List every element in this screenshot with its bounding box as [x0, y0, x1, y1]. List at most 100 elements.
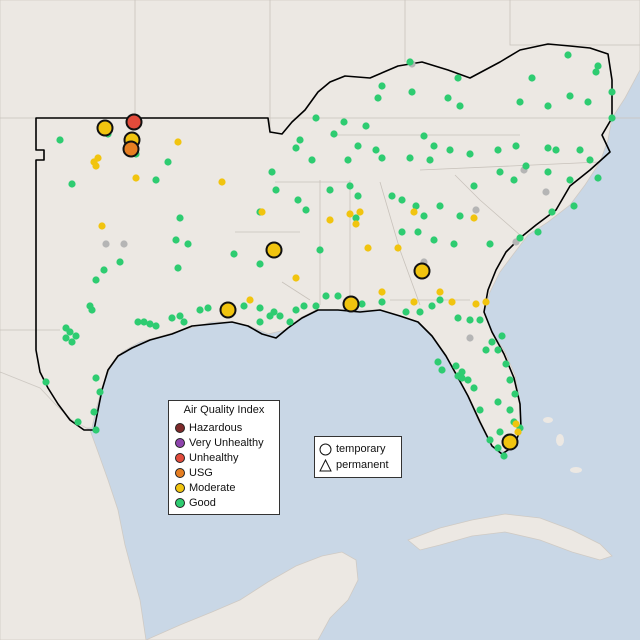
station-moderate — [258, 208, 266, 216]
aqi-legend: Air Quality Index Hazardous Very Unhealt… — [168, 400, 280, 515]
station-good — [464, 376, 472, 384]
aqi-legend-title: Air Quality Index — [183, 404, 265, 416]
station-good — [502, 360, 510, 368]
moderate-swatch — [175, 483, 185, 493]
station-good — [176, 312, 184, 320]
station-good — [450, 240, 458, 248]
temporary-monitor — [342, 295, 360, 313]
station-good — [528, 74, 536, 82]
station-good — [74, 418, 82, 426]
station-good — [272, 186, 280, 194]
station-good — [196, 306, 204, 314]
station-good — [434, 358, 442, 366]
station-good — [594, 62, 602, 70]
station-good — [294, 196, 302, 204]
station-moderate — [472, 300, 480, 308]
station-good — [496, 428, 504, 436]
station-moderate — [378, 288, 386, 296]
station-good — [420, 212, 428, 220]
triangle-icon — [319, 459, 332, 472]
station-good — [230, 250, 238, 258]
station-moderate — [410, 298, 418, 306]
station-good — [330, 130, 338, 138]
station-good — [444, 94, 452, 102]
station-good — [406, 58, 414, 66]
station-good — [452, 362, 460, 370]
station-good — [378, 298, 386, 306]
station-good — [276, 312, 284, 320]
legend-label: Very Unhealthy — [189, 437, 264, 449]
station-moderate — [448, 298, 456, 306]
station-good — [92, 374, 100, 382]
station-moderate — [352, 220, 360, 228]
station-good — [152, 176, 160, 184]
station-good — [334, 292, 342, 300]
station-good — [176, 214, 184, 222]
station-moderate — [92, 162, 100, 170]
station-good — [466, 150, 474, 158]
station-moderate — [246, 296, 254, 304]
station-good — [420, 132, 428, 140]
station-good — [510, 176, 518, 184]
station-good — [398, 196, 406, 204]
station-good — [266, 312, 274, 320]
station-good — [426, 156, 434, 164]
station-good — [586, 156, 594, 164]
station-good — [340, 118, 348, 126]
station-good — [174, 264, 182, 272]
station-good — [522, 162, 530, 170]
station-moderate — [394, 244, 402, 252]
station-good — [300, 302, 308, 310]
station-good — [416, 308, 424, 316]
station-good — [482, 346, 490, 354]
station-good — [470, 182, 478, 190]
station-good — [352, 214, 360, 222]
station-good — [292, 144, 300, 152]
station-good — [498, 332, 506, 340]
yucatan-landmass — [145, 551, 359, 640]
station-moderate — [292, 274, 300, 282]
station-good — [292, 306, 300, 314]
station-good — [516, 234, 524, 242]
usg-swatch — [175, 468, 185, 478]
station-good — [544, 102, 552, 110]
station-good — [388, 192, 396, 200]
station-good — [146, 320, 154, 328]
good-swatch — [175, 498, 185, 508]
station-good — [564, 51, 572, 59]
station-good — [92, 276, 100, 284]
station-good — [402, 308, 410, 316]
station-good — [256, 318, 264, 326]
station-good — [544, 168, 552, 176]
station-good — [398, 228, 406, 236]
station-good — [358, 300, 366, 308]
station-good — [454, 314, 462, 322]
station-good — [566, 92, 574, 100]
station-good — [430, 142, 438, 150]
station-good — [100, 266, 108, 274]
station-good — [268, 168, 276, 176]
monitoring-stations — [42, 51, 616, 460]
station-good — [436, 296, 444, 304]
station-good — [414, 228, 422, 236]
station-good — [92, 426, 100, 434]
temporary-label: temporary — [336, 443, 386, 455]
station-no-data — [472, 206, 480, 214]
station-good — [172, 236, 180, 244]
station-good — [608, 88, 616, 96]
station-good — [470, 384, 478, 392]
station-good — [428, 302, 436, 310]
station-moderate — [98, 222, 106, 230]
station-good — [608, 114, 616, 122]
station-good — [500, 452, 508, 460]
station-good — [496, 168, 504, 176]
station-good — [354, 142, 362, 150]
mexico-landmass — [0, 371, 147, 640]
station-good — [134, 318, 142, 326]
station-good — [96, 388, 104, 396]
station-good — [42, 378, 50, 386]
legend-label: USG — [189, 467, 213, 479]
station-moderate — [470, 214, 478, 222]
station-no-data — [542, 188, 550, 196]
